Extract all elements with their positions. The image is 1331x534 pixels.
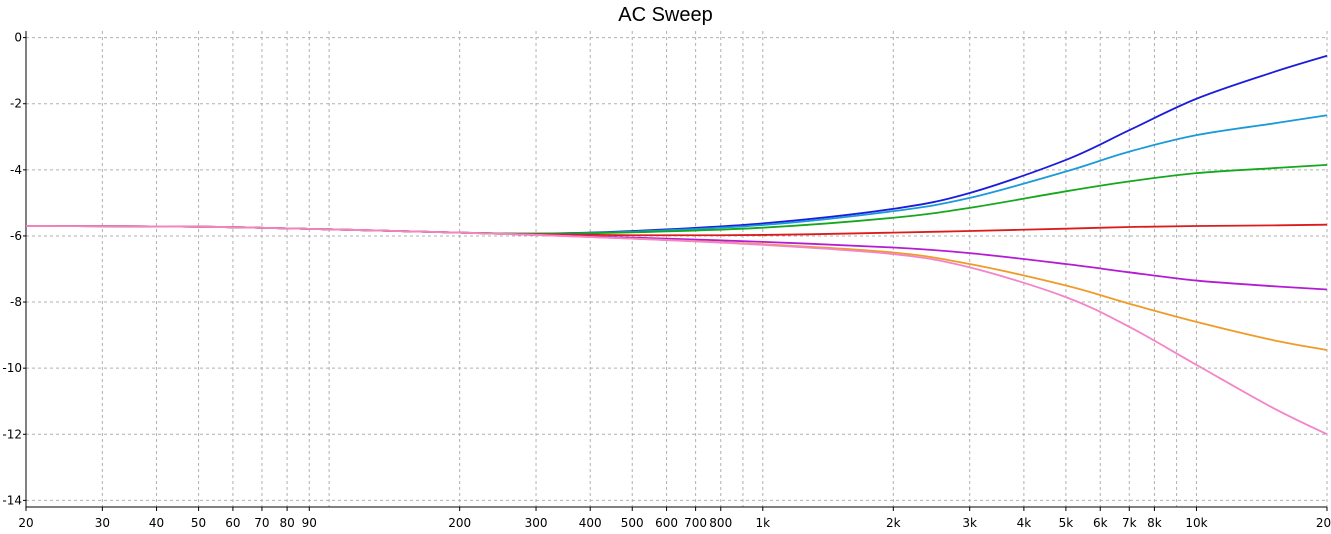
x-tick-label: 80 — [279, 516, 294, 530]
x-tick-label: 2k — [886, 516, 901, 530]
x-tick-label: 50 — [191, 516, 206, 530]
y-tick-label: -2 — [10, 97, 22, 111]
y-tick-label: 0 — [14, 31, 22, 45]
x-tick-label: 10k — [1185, 516, 1207, 530]
x-tick-label: 700 — [684, 516, 707, 530]
x-tick-label: 800 — [709, 516, 732, 530]
y-tick-label: -8 — [10, 295, 22, 309]
axes-layer — [23, 31, 1328, 511]
x-tick-label: 300 — [525, 516, 548, 530]
x-tick-label: 60 — [225, 516, 240, 530]
series-line-6 — [25, 225, 1328, 351]
tick-label-layer: 20 30 40 50 60 70 80 90 200 300 400 500 600 700 800 1k 2… — [2, 31, 1331, 530]
x-tick-label: 200 — [448, 516, 471, 530]
x-tick-label: 20k — [1316, 516, 1331, 530]
x-tick-label: 1k — [755, 516, 770, 530]
y-tick-label: -14 — [2, 493, 22, 507]
x-tick-label: 8k — [1147, 516, 1162, 530]
series-line-2 — [25, 114, 1328, 235]
chart-title: AC Sweep — [618, 4, 713, 26]
x-tick-label: 40 — [149, 516, 164, 530]
series-line-7 — [25, 225, 1328, 436]
y-tick-label: -12 — [2, 427, 22, 441]
series-layer — [25, 54, 1328, 436]
grid-layer — [26, 31, 1328, 507]
x-tick-label: 4k — [1017, 516, 1032, 530]
x-tick-label: 90 — [302, 516, 317, 530]
x-tick-label: 5k — [1059, 516, 1074, 530]
x-tick-label: 600 — [655, 516, 678, 530]
y-tick-label: -4 — [10, 163, 22, 177]
x-tick-label: 30 — [95, 516, 110, 530]
y-tick-label: -6 — [10, 229, 22, 243]
x-tick-label: 7k — [1122, 516, 1137, 530]
x-tick-label: 400 — [579, 516, 602, 530]
x-tick-label: 20 — [18, 516, 33, 530]
series-line-3 — [25, 163, 1328, 235]
x-tick-label: 3k — [962, 516, 977, 530]
x-tick-label: 70 — [254, 516, 269, 530]
x-tick-label: 6k — [1093, 516, 1108, 530]
y-tick-label: -10 — [2, 361, 22, 375]
x-tick-label: 500 — [621, 516, 644, 530]
series-line-1 — [25, 54, 1328, 235]
